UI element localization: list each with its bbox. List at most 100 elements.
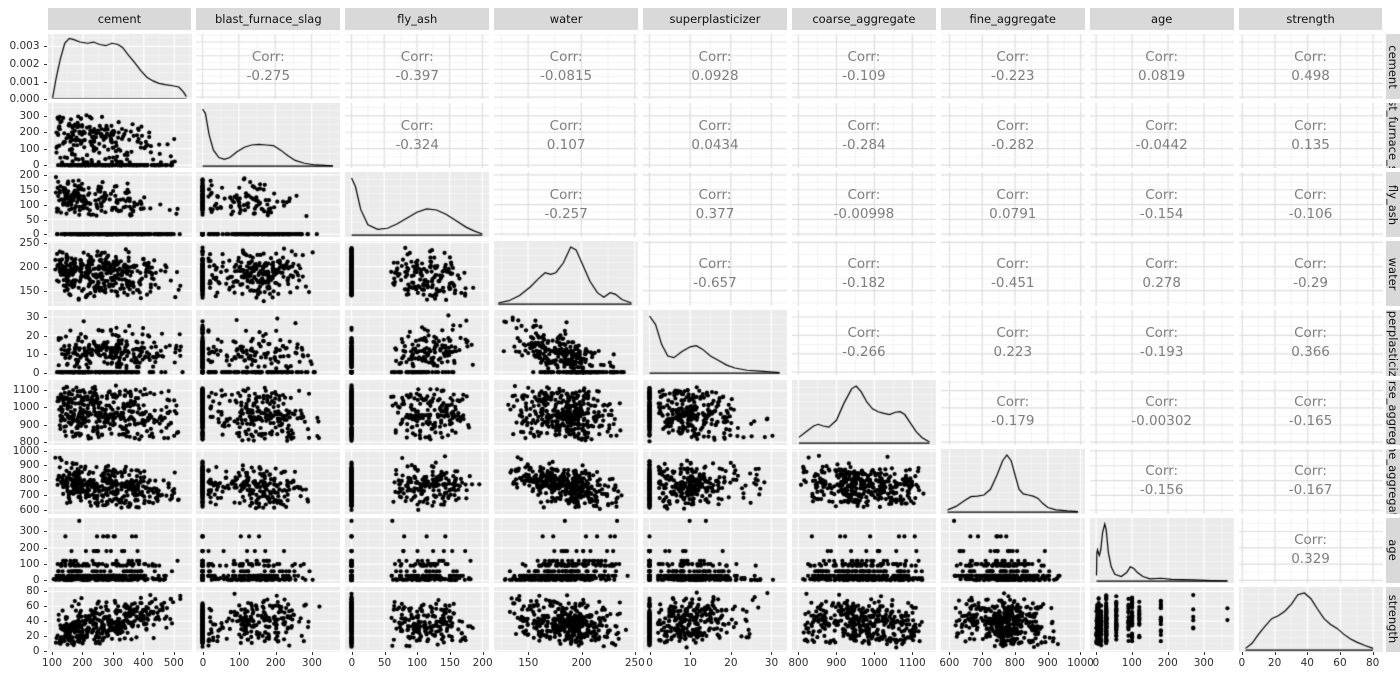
x-axis-tick [949,652,951,655]
panel-corr-fly_ash-strength [1238,172,1383,238]
panel-corr-superplasticizer-coarse_aggregate [791,310,936,376]
x-axis-tick [311,652,313,655]
x-tick-label: 80 [1366,657,1380,669]
panel-corr-water-fine_aggregate [940,241,1085,307]
panel-scatter-blast_furnace_slag-age [196,517,341,583]
x-axis-tick [690,652,692,655]
panel-scatter-cement-water [47,241,192,307]
y-tick-label: 800 [19,474,40,487]
row-header-strip: strength [1386,586,1400,652]
corr-number: -0.257 [544,205,588,222]
corr-number: 0.0819 [1138,67,1186,84]
corr-number: -0.179 [991,413,1035,430]
column-header-label: strength [1286,12,1335,26]
panel-corr-cement-coarse_aggregate [791,34,936,99]
corr-value-water-coarse_aggregate: Corr: -0.182 [792,241,936,306]
corr-number: -0.182 [842,274,886,291]
y-tick-label: 0 [32,228,40,241]
panel-corr-cement-fly_ash [345,34,490,99]
panel-scatter-blast_furnace_slag-water [196,241,341,307]
y-tick-label: 900 [19,459,40,472]
corr-prefix: Corr: [847,255,881,272]
corr-value-water-age: Corr: 0.278 [1090,241,1234,306]
panel-corr-blast_furnace_slag-superplasticizer [643,103,788,169]
corr-prefix: Corr: [1145,463,1179,480]
y-axis-tick [43,115,47,117]
x-axis-tick [449,652,451,655]
corr-value-water-fine_aggregate: Corr: -0.451 [941,241,1085,306]
x-tick-label: 20 [724,657,738,669]
corr-value-superplasticizer-fine_aggregate: Corr: 0.223 [941,310,1085,375]
column-header-label: coarse_aggregate [812,12,916,26]
column-header-label: cement [97,12,142,26]
corr-number: -0.0442 [1135,136,1188,153]
corr-prefix: Corr: [400,48,434,65]
y-axis-tick [43,165,47,167]
corr-number: -0.282 [991,136,1035,153]
corr-prefix: Corr: [996,117,1030,134]
y-axis-tick [43,354,47,356]
panel-corr-cement-age [1089,34,1234,99]
corr-number: -0.657 [693,274,737,291]
corr-prefix: Corr: [400,117,434,134]
x-tick-label: 900 [1037,657,1058,669]
x-axis-tick [912,652,914,655]
x-axis-tick [1274,652,1276,655]
y-axis-tick [43,450,47,452]
panel-corr-fly_ash-age [1089,172,1234,238]
y-axis-tick [43,242,47,244]
corr-value-fly_ash-superplasticizer: Corr: 0.377 [643,172,787,237]
panel-corr-coarse_aggregate-fine_aggregate [940,379,1085,445]
column-header-label: fine_aggregate [969,12,1057,26]
x-tick-label: 1100 [898,657,926,669]
panel-density-coarse_aggregate [791,379,936,445]
panel-density-blast_furnace_slag [196,103,341,169]
corr-prefix: Corr: [1145,394,1179,411]
y-tick-label: 150 [19,183,40,196]
corr-value-superplasticizer-age: Corr: -0.193 [1090,310,1234,375]
corr-number: -0.275 [246,67,291,84]
row-header-strip: fly_ash [1386,172,1400,238]
y-tick-label: 0.003 [9,40,40,53]
column-header-strip: superplasticizer [643,8,787,30]
x-tick-label: 100 [229,657,250,669]
y-tick-label: 200 [19,260,40,273]
y-axis-tick [43,132,47,134]
x-tick-label: 0 [1238,657,1246,669]
column-header-strip: water [494,8,639,30]
panel-corr-blast_furnace_slag-age [1089,103,1234,169]
corr-prefix: Corr: [1294,463,1327,480]
corr-value-blast_furnace_slag-water: Corr: 0.107 [494,103,638,168]
y-tick-label: 600 [19,503,40,516]
corr-value-fly_ash-fine_aggregate: Corr: 0.0791 [941,172,1085,237]
column-header-label: water [549,12,583,26]
corr-prefix: Corr: [847,48,881,65]
x-tick-label: 10 [683,657,697,669]
x-tick-label: 1000 [1067,657,1094,669]
y-tick-label: 250 [19,236,40,249]
row-header-strip: superplasticizer [1386,310,1400,376]
panel-corr-cement-blast_furnace_slag [196,34,341,99]
row-header-label: cement [1386,44,1400,89]
y-axis-tick [43,465,47,467]
y-tick-label: 10 [26,348,40,361]
x-tick-label: 200 [571,657,592,669]
y-tick-label: 1000 [12,444,40,457]
y-axis-tick [43,189,47,191]
panel-scatter-fine_aggregate-strength [940,586,1085,652]
corr-prefix: Corr: [1145,186,1179,203]
panel-corr-superplasticizer-age [1089,310,1234,376]
panel-scatter-superplasticizer-strength [643,586,788,652]
x-axis-tick [1131,652,1133,655]
y-tick-label: 60 [26,600,40,613]
corr-prefix: Corr: [698,117,732,134]
panel-density-superplasticizer [643,310,788,376]
y-axis-tick [43,390,47,392]
panel-corr-blast_furnace_slag-water [494,103,639,169]
panel-corr-coarse_aggregate-strength [1238,379,1383,445]
corr-prefix: Corr: [549,117,583,134]
y-axis-tick [43,317,47,319]
panel-density-cement [47,34,192,99]
y-axis-tick [43,591,47,593]
corr-prefix: Corr: [1294,324,1327,341]
